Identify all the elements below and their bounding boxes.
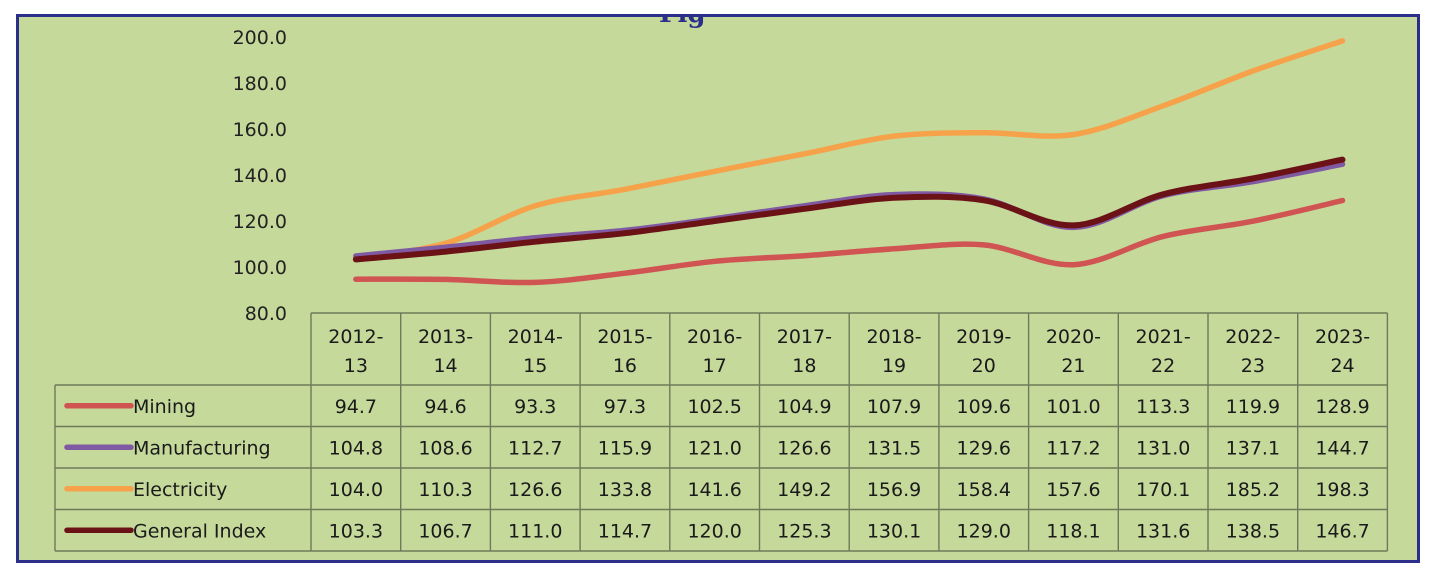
x-tick-label: 2012- (328, 326, 383, 348)
x-tick-label: 22 (1151, 355, 1175, 377)
x-tick-label: 2017- (777, 326, 832, 348)
y-tick-label: 180.0 (233, 73, 287, 95)
data-label: 158.4 (957, 479, 1011, 501)
data-label: 120.0 (687, 520, 741, 542)
data-label: 104.9 (777, 396, 831, 418)
x-tick-label: 18 (792, 355, 816, 377)
y-tick-label: 80.0 (245, 303, 287, 325)
data-label: 138.5 (1226, 520, 1280, 542)
data-label: 117.2 (1046, 437, 1100, 459)
data-table: 2012- 13 2013- 14 2014- 15 2015- 16 2016- 17 2017-… (64, 326, 1370, 542)
x-tick-label: 2014- (508, 326, 563, 348)
chart-frame: Fig 200.0 180.0 160.0 140.0 120.0 100.0 80.0 2… (16, 14, 1420, 563)
data-label: 129.0 (957, 520, 1011, 542)
data-label: 103.3 (329, 520, 383, 542)
y-tick-label: 200.0 (233, 27, 287, 49)
data-label: 93.3 (514, 396, 556, 418)
x-tick-label: 13 (344, 355, 368, 377)
x-tick-label: 20 (972, 355, 996, 377)
x-tick-label: 2021- (1136, 326, 1191, 348)
x-tick-label: 15 (523, 355, 547, 377)
x-tick-label: 2020- (1046, 326, 1101, 348)
data-label: 109.6 (957, 396, 1011, 418)
x-tick-label: 21 (1061, 355, 1085, 377)
data-label: 146.7 (1315, 520, 1369, 542)
data-label: 102.5 (687, 396, 741, 418)
data-label: 113.3 (1136, 396, 1190, 418)
x-tick-label: 2018- (866, 326, 921, 348)
x-tick-label: 2015- (597, 326, 652, 348)
data-label: 97.3 (604, 396, 646, 418)
data-label: 108.6 (418, 437, 472, 459)
data-label: 133.8 (598, 479, 652, 501)
series-line-general-index (352, 156, 1346, 263)
data-label: 104.8 (329, 437, 383, 459)
x-tick-label: 2016- (687, 326, 742, 348)
legend-label: Manufacturing (133, 437, 271, 459)
data-label: 130.1 (867, 520, 921, 542)
x-tick-label: 23 (1241, 355, 1265, 377)
data-label: 110.3 (418, 479, 472, 501)
x-tick-label: 19 (882, 355, 906, 377)
data-table-grid (54, 312, 1389, 552)
data-label: 106.7 (418, 520, 472, 542)
chart-title: Fig (659, 14, 706, 29)
series-line-electricity (353, 38, 1346, 261)
data-label: 198.3 (1315, 479, 1369, 501)
y-tick-label: 140.0 (233, 165, 287, 187)
data-label: 141.6 (687, 479, 741, 501)
series-line-mining (353, 197, 1346, 286)
x-tick-label: 17 (703, 355, 727, 377)
data-label: 121.0 (687, 437, 741, 459)
data-label: 115.9 (598, 437, 652, 459)
data-label: 118.1 (1046, 520, 1100, 542)
data-label: 144.7 (1315, 437, 1369, 459)
data-label: 156.9 (867, 479, 921, 501)
data-label: 170.1 (1136, 479, 1190, 501)
data-label: 126.6 (508, 479, 562, 501)
data-label: 107.9 (867, 396, 921, 418)
y-tick-label: 160.0 (233, 119, 287, 141)
data-label: 94.7 (335, 396, 377, 418)
data-label: 111.0 (508, 520, 562, 542)
data-label: 94.6 (424, 396, 466, 418)
data-label: 129.6 (957, 437, 1011, 459)
data-label: 131.0 (1136, 437, 1190, 459)
y-tick-label: 100.0 (233, 257, 287, 279)
x-tick-label: 2023- (1315, 326, 1370, 348)
line-chart: 200.0 180.0 160.0 140.0 120.0 100.0 80.0 2012-… (54, 27, 1389, 552)
data-label: 119.9 (1226, 396, 1280, 418)
legend-label: Mining (133, 396, 196, 418)
y-tick-label: 120.0 (233, 211, 287, 233)
series-lines (352, 38, 1346, 286)
data-label: 131.5 (867, 437, 921, 459)
data-label: 101.0 (1046, 396, 1100, 418)
x-tick-label: 14 (433, 355, 457, 377)
data-label: 149.2 (777, 479, 831, 501)
x-tick-label: 2013- (418, 326, 473, 348)
x-tick-label: 16 (613, 355, 637, 377)
data-label: 128.9 (1315, 396, 1369, 418)
data-label: 137.1 (1226, 437, 1280, 459)
data-label: 131.6 (1136, 520, 1190, 542)
legend-label: General Index (133, 520, 266, 542)
x-tick-label: 24 (1330, 355, 1354, 377)
data-label: 126.6 (777, 437, 831, 459)
data-label: 157.6 (1046, 479, 1100, 501)
data-label: 112.7 (508, 437, 562, 459)
x-tick-label: 2019- (956, 326, 1011, 348)
data-label: 114.7 (598, 520, 652, 542)
legend-label: Electricity (133, 479, 227, 501)
data-label: 125.3 (777, 520, 831, 542)
x-tick-label: 2022- (1225, 326, 1280, 348)
data-label: 185.2 (1226, 479, 1280, 501)
y-axis: 200.0 180.0 160.0 140.0 120.0 100.0 80.0 (233, 27, 287, 325)
data-label: 104.0 (329, 479, 383, 501)
